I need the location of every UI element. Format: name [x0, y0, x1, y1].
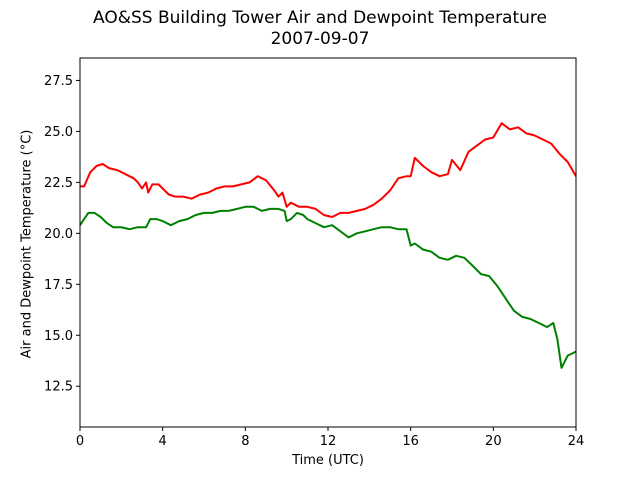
- x-tick-label: 20: [485, 434, 502, 449]
- plot-frame: [79, 57, 577, 428]
- series-line-2: [79, 205, 577, 369]
- chart-title: AO&SS Building Tower Air and Dewpoint Te…: [92, 8, 547, 28]
- y-axis-ticks: 12.5 15.0 17.5 20.0 22.5 25.0 27.5: [44, 74, 80, 395]
- series-layer: [79, 122, 577, 369]
- y-tick-label: 25.0: [44, 125, 73, 140]
- x-tick-label: 0: [76, 434, 84, 449]
- y-axis-label: Air and Dewpoint Temperature (°C): [19, 129, 35, 359]
- y-tick-label: 17.5: [44, 278, 73, 293]
- series-line-1: [80, 122, 577, 218]
- chart-subtitle: 2007-09-07: [270, 29, 370, 49]
- x-axis-ticks: 0 4 8 12 16 20 24: [76, 427, 584, 449]
- x-tick-label: 4: [159, 434, 167, 449]
- y-tick-label: 15.0: [44, 329, 73, 344]
- x-tick-label: 8: [241, 434, 249, 449]
- x-tick-label: 24: [568, 434, 585, 449]
- y-tick-label: 22.5: [44, 176, 73, 191]
- x-axis-label: Time (UTC): [292, 453, 364, 468]
- y-tick-label: 12.5: [44, 380, 73, 395]
- x-tick-label: 16: [402, 434, 419, 449]
- y-tick-label: 27.5: [44, 74, 73, 89]
- y-tick-label: 20.0: [44, 227, 73, 242]
- x-tick-label: 12: [320, 434, 337, 449]
